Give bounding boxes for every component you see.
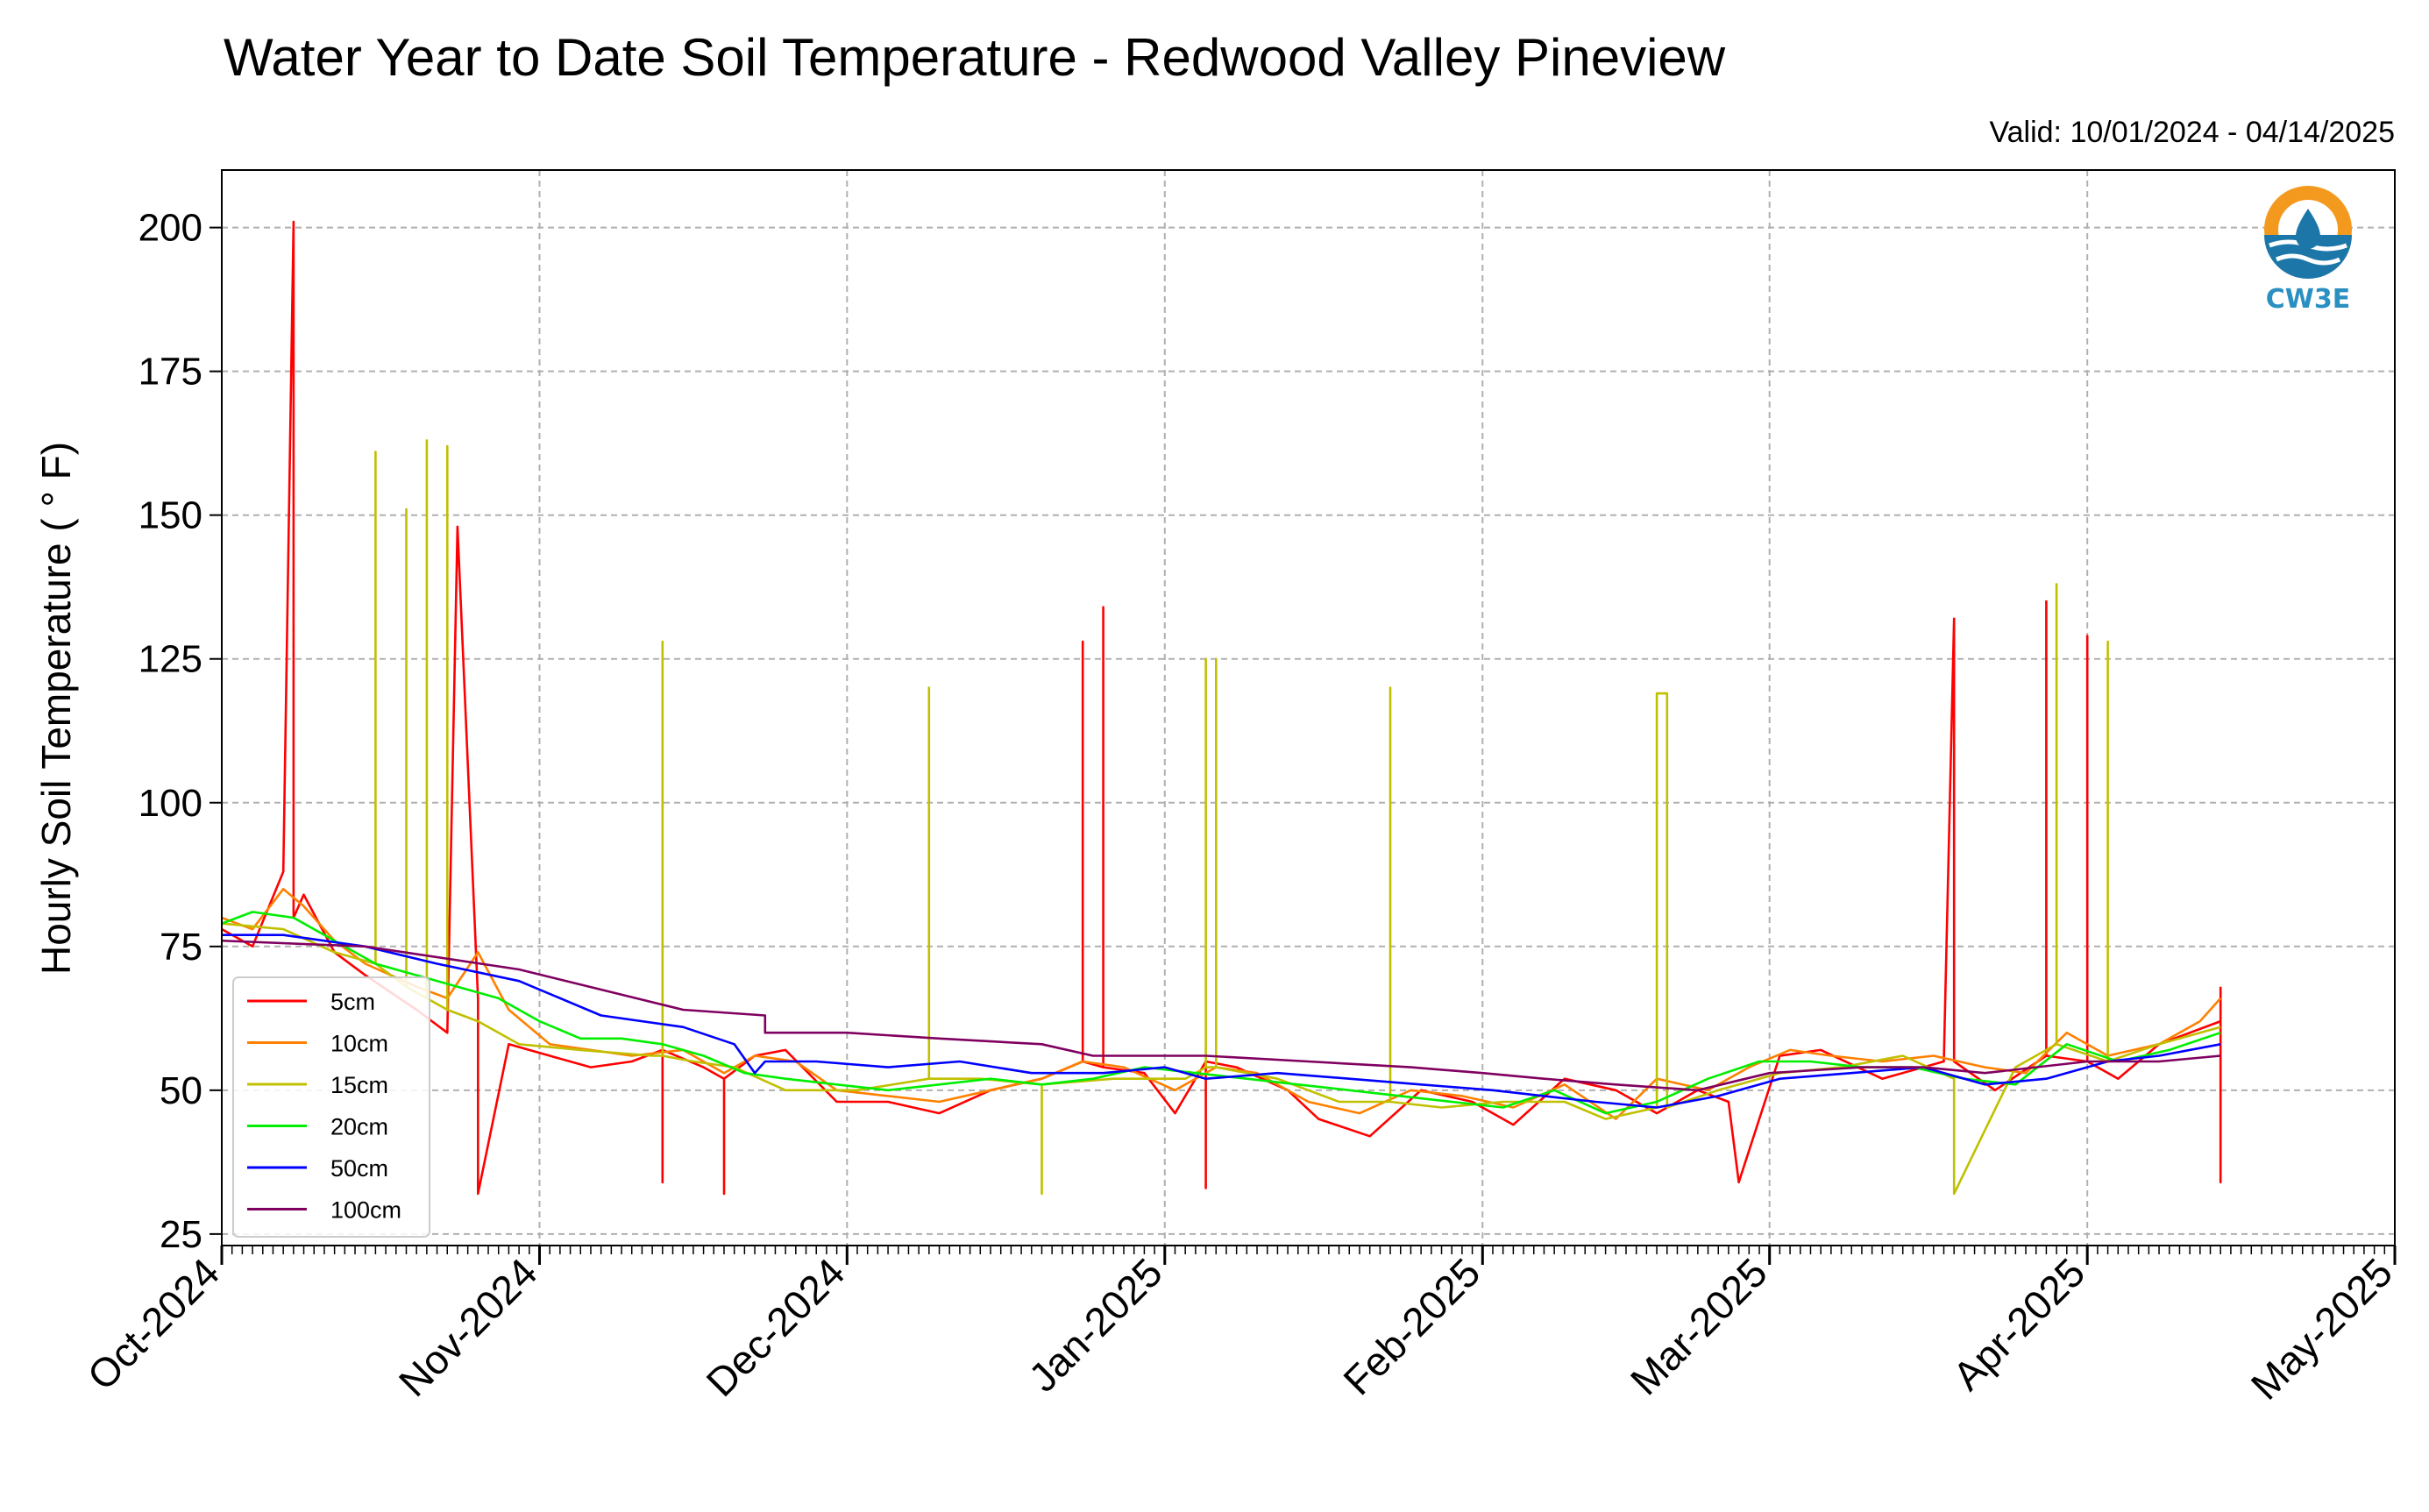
y-tick-label: 100 [138, 782, 202, 825]
chart-title: Water Year to Date Soil Temperature - Re… [224, 28, 1726, 87]
series-line-50cm [222, 933, 2221, 1109]
x-tick-label: Apr-2025 [1944, 1249, 2094, 1399]
series-line-100cm [221, 939, 2221, 1092]
legend: 5cm 10cm 15cm 20cm 50cm 100cm [232, 976, 430, 1238]
series-line-15cm [221, 439, 2221, 1196]
x-tick-label: Feb-2025 [1334, 1249, 1488, 1403]
x-tick-label: Dec-2024 [698, 1249, 854, 1405]
x-tick-label: Mar-2025 [1622, 1249, 1776, 1403]
legend-label: 100cm [330, 1197, 401, 1224]
series-line-5cm [221, 220, 2222, 1196]
y-tick-label: 150 [138, 494, 202, 537]
series-line-10cm [221, 887, 2222, 1120]
legend-label: 10cm [330, 1031, 388, 1057]
valid-date-range: Valid: 10/01/2024 - 04/14/2025 [1989, 116, 2395, 149]
x-axis-ticks: Oct-2024 Nov-2024 Dec-2024 Jan-2025 Feb-2025… [79, 1246, 2401, 1409]
legend-label: 15cm [330, 1072, 388, 1098]
series-lines [221, 220, 2222, 1196]
y-tick-label: 75 [160, 926, 202, 969]
series-line-20cm [221, 911, 2221, 1115]
plot-frame [221, 169, 2396, 1246]
legend-label: 5cm [330, 989, 375, 1015]
cw3e-logo: CW3E [2264, 186, 2352, 315]
y-tick-label: 25 [160, 1213, 202, 1256]
x-tick-label: Oct-2024 [79, 1249, 229, 1399]
y-axis-label: Hourly Soil Temperature ( ° F) [33, 442, 79, 975]
y-axis-ticks: 25 50 75 100 125 150 175 200 [138, 207, 222, 1256]
x-tick-label: May-2025 [2242, 1249, 2401, 1408]
y-tick-label: 200 [138, 207, 202, 250]
logo-drop-icon [2296, 209, 2320, 249]
gridlines [222, 170, 2395, 1246]
y-tick-label: 125 [138, 638, 202, 681]
y-tick-label: 50 [160, 1069, 202, 1112]
logo-text: CW3E [2266, 284, 2350, 315]
x-tick-label: Nov-2024 [390, 1249, 546, 1405]
legend-label: 50cm [330, 1155, 388, 1182]
x-tick-label: Jan-2025 [1019, 1249, 1170, 1400]
logo-wave-icon [2264, 235, 2352, 279]
legend-label: 20cm [330, 1114, 388, 1140]
y-tick-label: 175 [138, 351, 202, 394]
